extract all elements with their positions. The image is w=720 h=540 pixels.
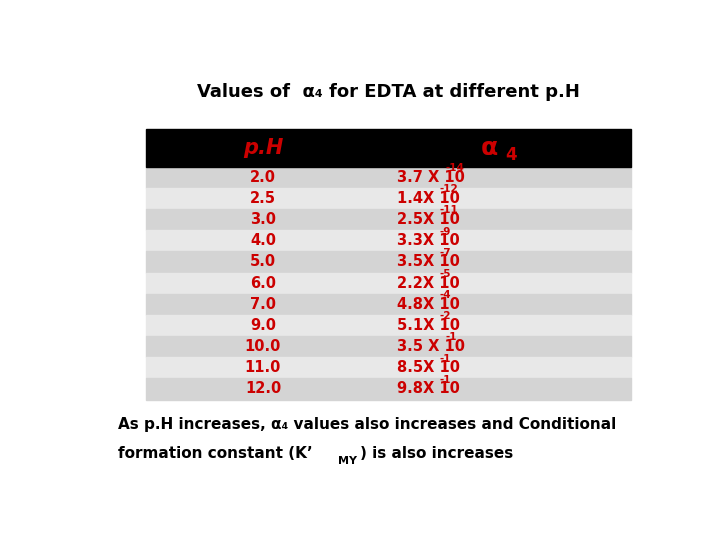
Text: 3.7 X 10: 3.7 X 10 — [397, 170, 465, 185]
Text: 5.1X 10: 5.1X 10 — [397, 318, 460, 333]
Text: 11.0: 11.0 — [245, 360, 282, 375]
Text: -1: -1 — [439, 354, 451, 363]
Text: -1: -1 — [439, 375, 451, 385]
Text: 1.4X 10: 1.4X 10 — [397, 191, 460, 206]
Text: -14: -14 — [446, 163, 464, 173]
Text: 6.0: 6.0 — [250, 275, 276, 291]
Text: 4.0: 4.0 — [250, 233, 276, 248]
Text: MY: MY — [338, 456, 357, 466]
Bar — [145, 294, 631, 315]
Bar — [145, 209, 631, 230]
Text: 2.5X 10: 2.5X 10 — [397, 212, 460, 227]
Text: -11: -11 — [439, 205, 458, 215]
Text: Values of  α₄ for EDTA at different p.H: Values of α₄ for EDTA at different p.H — [197, 83, 580, 101]
Text: p.H: p.H — [243, 138, 283, 158]
Bar — [145, 188, 631, 209]
Bar — [145, 379, 631, 400]
Text: 3.5 X 10: 3.5 X 10 — [397, 339, 465, 354]
Text: 9.0: 9.0 — [250, 318, 276, 333]
Text: As p.H increases, α₄ values also increases and Conditional: As p.H increases, α₄ values also increas… — [118, 417, 616, 432]
Text: -7: -7 — [439, 248, 451, 258]
Bar — [145, 273, 631, 294]
Text: 7.0: 7.0 — [250, 297, 276, 312]
Text: 2.5: 2.5 — [250, 191, 276, 206]
Bar — [145, 230, 631, 251]
Text: -5: -5 — [439, 269, 451, 279]
Bar — [145, 357, 631, 379]
Bar — [145, 251, 631, 273]
Text: 3.5X 10: 3.5X 10 — [397, 254, 460, 269]
Text: 2.0: 2.0 — [250, 170, 276, 185]
Text: 12.0: 12.0 — [245, 381, 281, 396]
Text: -1: -1 — [446, 333, 457, 342]
Text: 9.8X 10: 9.8X 10 — [397, 381, 460, 396]
Bar — [145, 167, 631, 188]
Text: 4: 4 — [505, 146, 517, 165]
Text: -9: -9 — [439, 227, 451, 237]
Text: 4.8X 10: 4.8X 10 — [397, 297, 460, 312]
Text: 2.2X 10: 2.2X 10 — [397, 275, 459, 291]
Bar — [145, 129, 631, 167]
Text: α: α — [480, 136, 498, 160]
Text: formation constant (K’: formation constant (K’ — [118, 446, 312, 461]
Bar — [145, 336, 631, 357]
Text: -12: -12 — [439, 184, 458, 194]
Text: -2: -2 — [439, 311, 451, 321]
Text: -4: -4 — [439, 290, 451, 300]
Text: 5.0: 5.0 — [250, 254, 276, 269]
Text: 3.3X 10: 3.3X 10 — [397, 233, 459, 248]
Text: 8.5X 10: 8.5X 10 — [397, 360, 460, 375]
Bar — [145, 315, 631, 336]
Text: 10.0: 10.0 — [245, 339, 282, 354]
Text: ) is also increases: ) is also increases — [359, 446, 513, 461]
Text: 3.0: 3.0 — [250, 212, 276, 227]
